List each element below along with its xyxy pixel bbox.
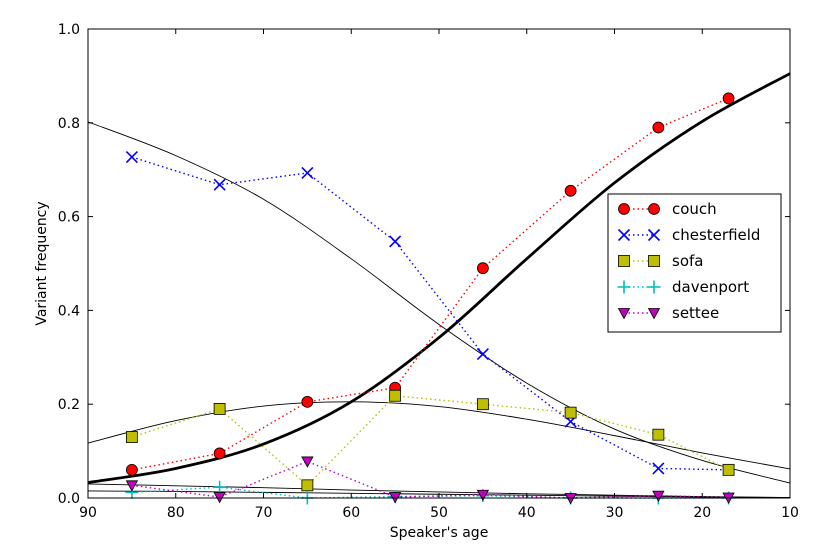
legend-label-sofa: sofa [672,252,703,270]
legend-label-davenport: davenport [672,278,749,296]
data-point-chesterfield-6 [652,462,665,475]
legend-marker-sofa [618,255,630,267]
legend-label-settee: settee [672,304,719,322]
x-axis-label: Speaker's age [390,525,489,541]
data-point-settee-4 [476,489,490,502]
data-point-sofa-5 [564,406,577,419]
data-point-chesterfield-2 [301,166,314,180]
legend-marker2-couch [648,203,660,215]
data-point-davenport-1 [213,480,227,494]
legend: couch chesterfield sofa davenport settee [607,193,782,333]
legend-label-couch: couch [672,200,717,218]
data-point-couch-1 [213,447,226,460]
x-tick-label-60: 60 [342,505,360,521]
data-point-couch-6 [652,121,665,134]
legend-marker-settee [617,308,631,320]
y-tick-label-4: 0.8 [58,116,80,132]
legend-marker2-davenport [647,280,661,294]
legend-marker-couch [618,203,630,215]
legend-marker-davenport [617,280,631,294]
data-point-chesterfield-1 [213,178,226,191]
legend-label-chesterfield: chesterfield [672,226,760,244]
legend-marker2-chesterfield [647,228,661,242]
data-point-sofa-3 [389,389,402,402]
series-line-settee [131,460,729,499]
legend-marker2-sofa [648,255,660,267]
data-point-sofa-6 [652,428,665,441]
data-point-sofa-7 [722,463,735,476]
fit-curve-0 [87,72,791,484]
data-point-couch-5 [564,184,577,197]
x-tick-label-70: 70 [255,505,273,521]
x-tick-label-90: 90 [79,505,97,521]
data-point-sofa-0 [125,431,138,443]
x-tick-label-10: 10 [781,505,799,521]
data-point-couch-4 [476,262,489,275]
x-tick-label-20: 20 [693,505,711,521]
data-point-couch-7 [722,92,735,105]
y-tick-label-2: 0.4 [58,303,80,319]
series-line-couch [131,97,729,471]
y-tick-label-3: 0.6 [58,210,80,226]
axis-ticks: 90 80 70 60 50 40 30 20 10 0.0 0.2 0.4 0.6 0.8 1.0 [58,22,799,521]
y-tick-label-0: 0.0 [58,491,80,507]
data-point-sofa-4 [476,398,489,411]
data-point-sofa-1 [213,402,226,415]
data-point-settee-0 [125,480,139,492]
data-point-couch-2 [301,395,314,408]
x-tick-label-80: 80 [167,505,185,521]
series-sofa [125,389,735,492]
data-point-sofa-2 [301,479,314,492]
legend-marker2-settee [647,308,661,320]
data-point-settee-2 [301,456,314,468]
y-tick-label-1: 0.2 [58,397,80,413]
data-point-settee-6 [652,490,665,502]
legend-box [607,193,782,333]
y-axis-label: Variant frequency [34,201,50,325]
series-line-sofa [131,395,729,487]
data-point-couch-0 [125,463,138,476]
x-tick-label-40: 40 [518,505,536,521]
x-tick-label-50: 50 [430,505,448,521]
series-couch [125,92,735,476]
data-point-chesterfield-0 [125,150,138,164]
fit-curve-2 [87,401,791,470]
fit-curve-1 [87,121,791,484]
legend-marker-chesterfield [617,228,631,242]
x-tick-label-30: 30 [606,505,624,521]
data-point-chesterfield-3 [389,235,402,248]
y-tick-label-5: 1.0 [58,22,80,38]
data-point-chesterfield-4 [476,347,489,361]
